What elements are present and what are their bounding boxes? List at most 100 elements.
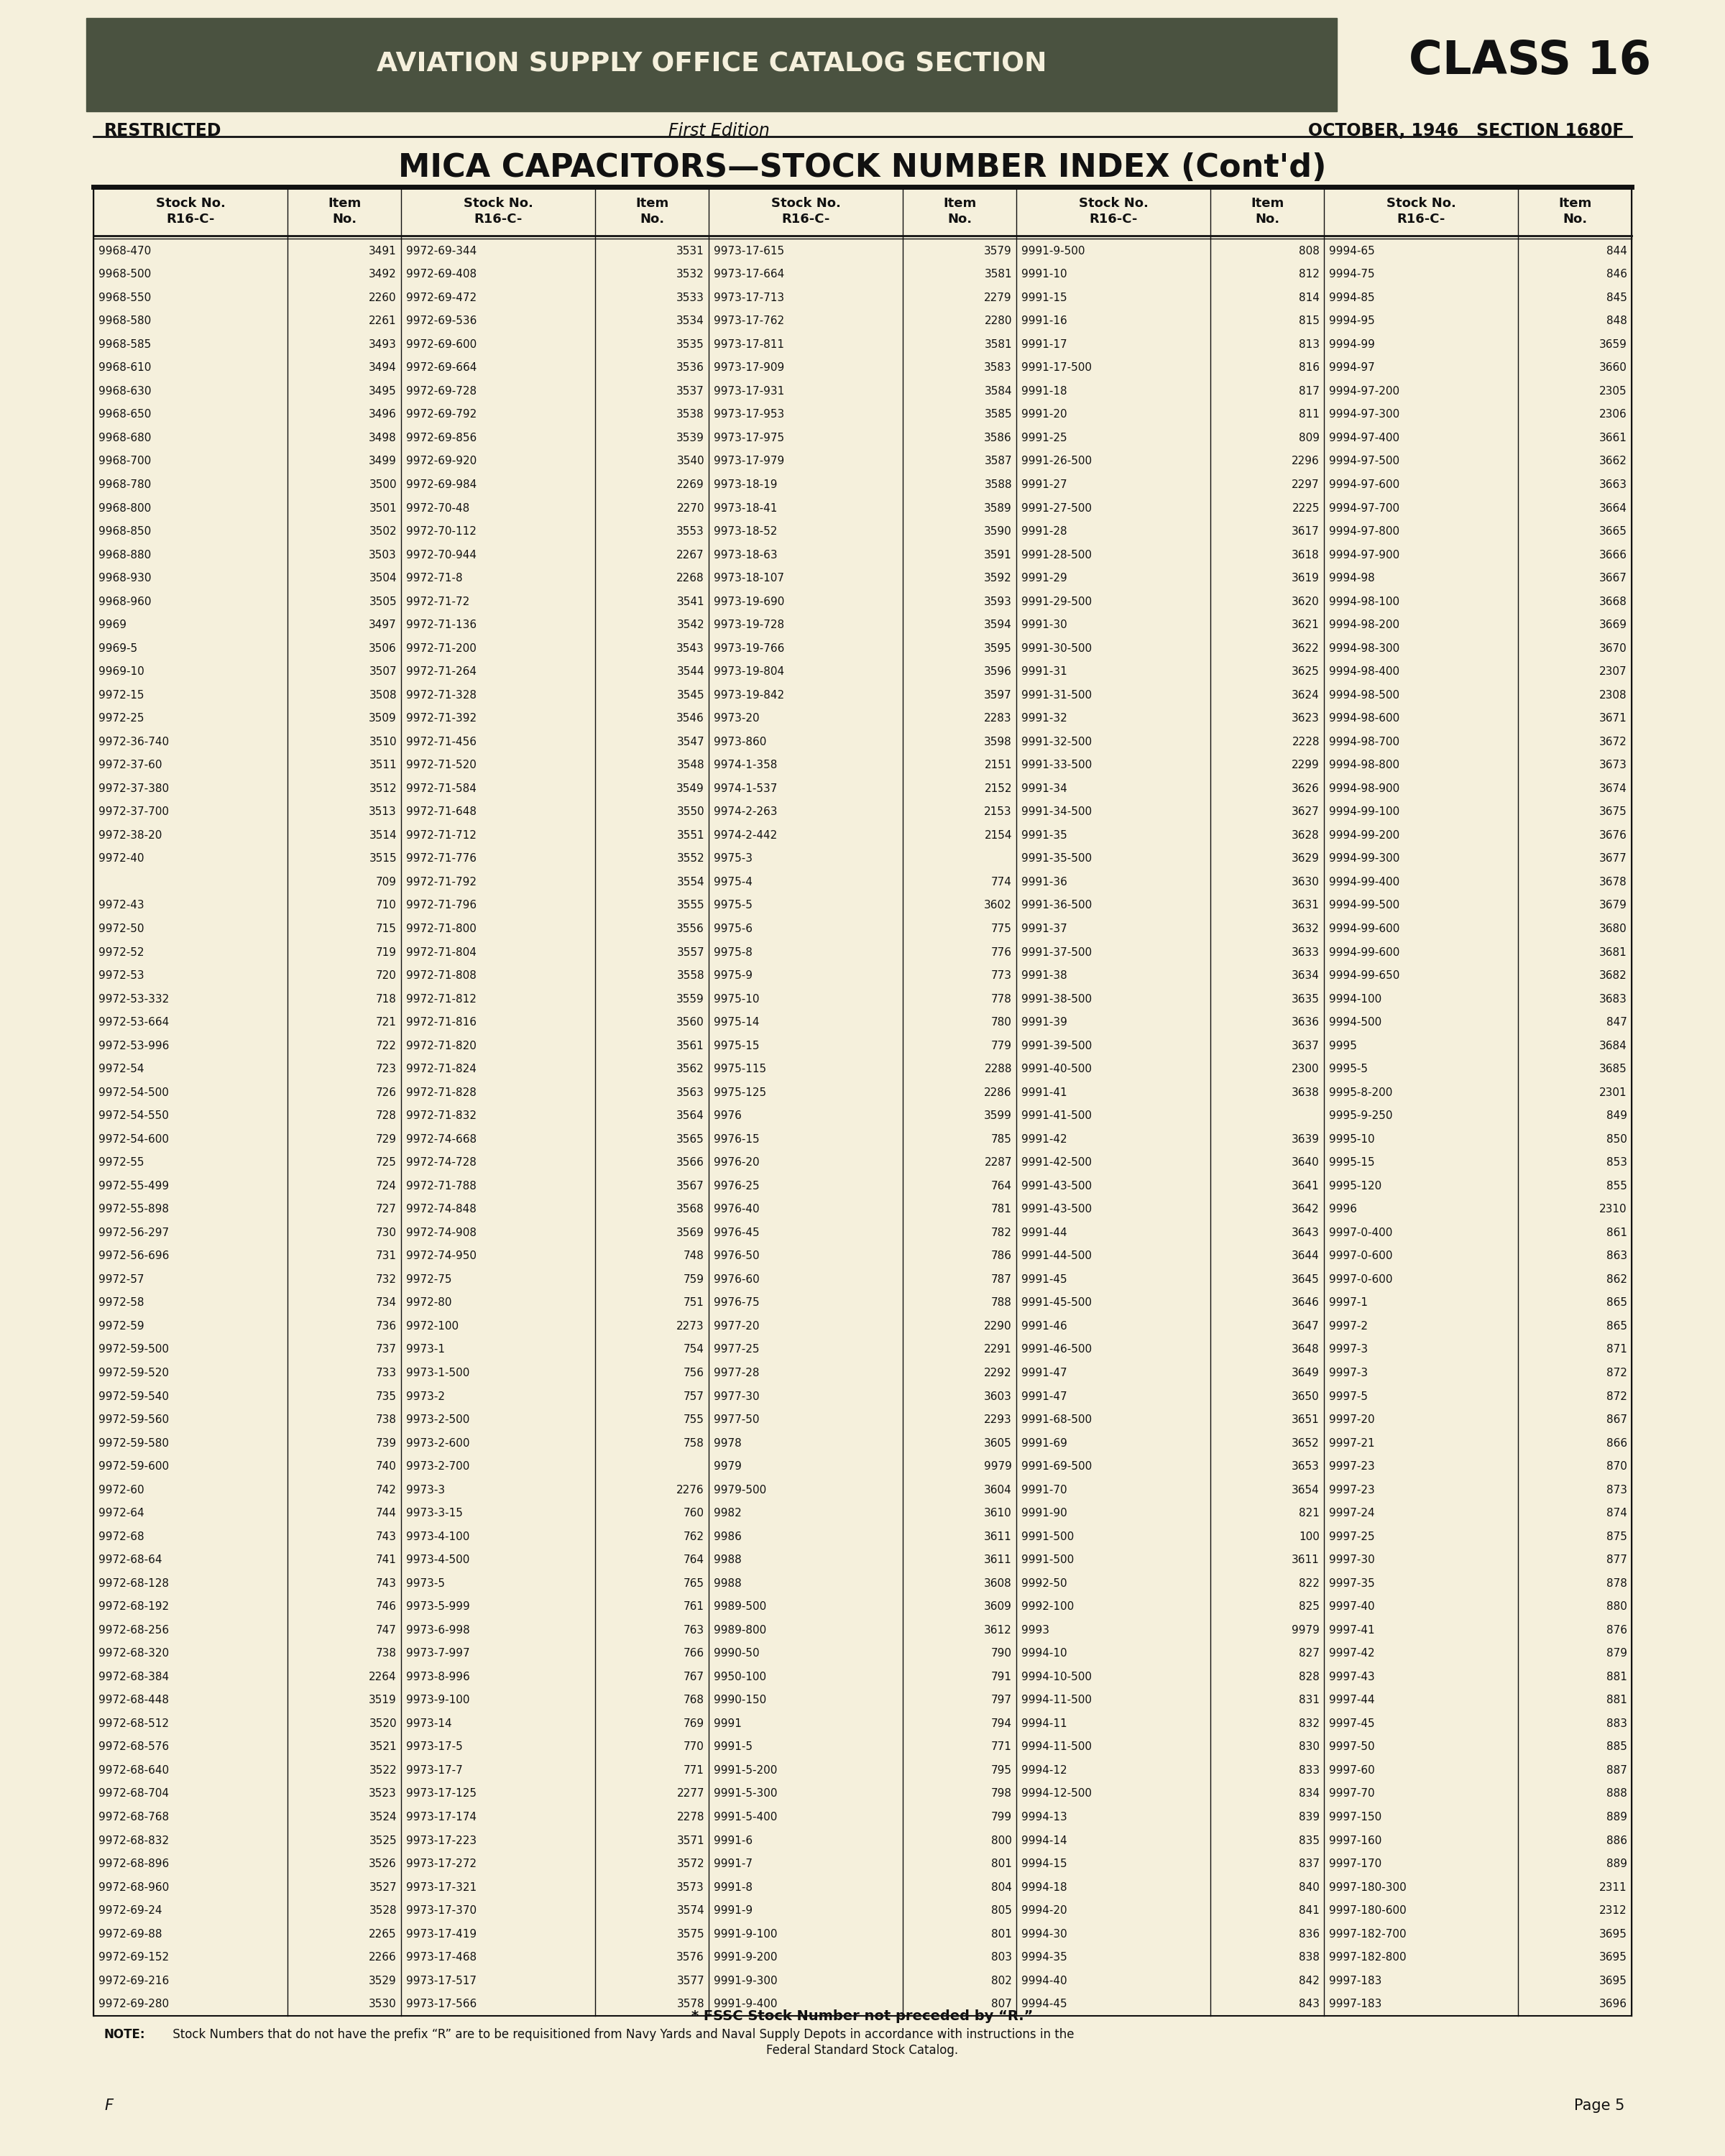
Text: 9968-960: 9968-960 <box>98 597 152 608</box>
Text: 775: 775 <box>992 923 1013 934</box>
Text: 816: 816 <box>1299 362 1320 373</box>
Text: 9991-33-500: 9991-33-500 <box>1021 759 1092 770</box>
Text: 3586: 3586 <box>985 433 1013 444</box>
Text: 9975-125: 9975-125 <box>714 1087 766 1097</box>
Text: 874: 874 <box>1606 1507 1627 1518</box>
Text: 9972-37-60: 9972-37-60 <box>98 759 162 770</box>
Text: 791: 791 <box>992 1671 1013 1682</box>
Text: 9972-50: 9972-50 <box>98 923 145 934</box>
Text: 800: 800 <box>992 1835 1013 1846</box>
Text: 9972-68-832: 9972-68-832 <box>98 1835 169 1846</box>
Text: 9972-68-128: 9972-68-128 <box>98 1578 169 1589</box>
Text: 3626: 3626 <box>1292 783 1320 793</box>
Text: 9991-34: 9991-34 <box>1021 783 1068 793</box>
Text: 3641: 3641 <box>1292 1181 1320 1192</box>
Text: 9972-54: 9972-54 <box>98 1063 145 1074</box>
Text: 9994-18: 9994-18 <box>1021 1882 1068 1893</box>
Text: 9973-17-321: 9973-17-321 <box>405 1882 476 1893</box>
Text: 3632: 3632 <box>1292 923 1320 934</box>
Text: 9994-11-500: 9994-11-500 <box>1021 1742 1092 1753</box>
Text: 9972-55: 9972-55 <box>98 1158 145 1169</box>
Text: 3534: 3534 <box>676 315 704 326</box>
Text: R16-C-: R16-C- <box>166 213 214 226</box>
Text: 3674: 3674 <box>1599 783 1627 793</box>
Text: 9972-71-776: 9972-71-776 <box>405 854 476 865</box>
Text: 740: 740 <box>376 1462 397 1473</box>
Text: 768: 768 <box>683 1695 704 1705</box>
Text: 9991-69-500: 9991-69-500 <box>1021 1462 1092 1473</box>
Text: 3677: 3677 <box>1599 854 1627 865</box>
Text: 3609: 3609 <box>983 1602 1013 1613</box>
Text: 3526: 3526 <box>369 1858 397 1869</box>
Text: 9991-45-500: 9991-45-500 <box>1021 1298 1092 1309</box>
Text: 9972-69-152: 9972-69-152 <box>98 1951 169 1962</box>
Text: 9968-500: 9968-500 <box>98 270 152 280</box>
Text: 872: 872 <box>1606 1367 1627 1378</box>
Text: 754: 754 <box>683 1345 704 1356</box>
Text: 9994-99-600: 9994-99-600 <box>1328 923 1399 934</box>
Text: 778: 778 <box>992 994 1013 1005</box>
Text: Item: Item <box>1251 196 1283 209</box>
Text: 2290: 2290 <box>985 1322 1013 1332</box>
Text: 9972-71-648: 9972-71-648 <box>405 806 476 817</box>
Text: 9994-40: 9994-40 <box>1021 1975 1068 1986</box>
Text: R16-C-: R16-C- <box>1088 213 1137 226</box>
Text: 9973-17-811: 9973-17-811 <box>714 338 785 349</box>
Text: 3505: 3505 <box>369 597 397 608</box>
Text: 795: 795 <box>992 1766 1013 1777</box>
Text: 3644: 3644 <box>1292 1250 1320 1261</box>
Text: 9991-35: 9991-35 <box>1021 830 1068 841</box>
Text: 2270: 2270 <box>676 502 704 513</box>
Text: 9972-59: 9972-59 <box>98 1322 145 1332</box>
Text: 9997-182-700: 9997-182-700 <box>1328 1930 1406 1940</box>
Text: 9972-69-920: 9972-69-920 <box>405 457 476 468</box>
Text: 9991-70: 9991-70 <box>1021 1485 1068 1496</box>
Text: 9972-43: 9972-43 <box>98 901 145 910</box>
Text: 3604: 3604 <box>985 1485 1013 1496</box>
Text: 3695: 3695 <box>1599 1975 1627 1986</box>
Text: 9991-10: 9991-10 <box>1021 270 1068 280</box>
Text: 828: 828 <box>1299 1671 1320 1682</box>
Text: 3491: 3491 <box>369 246 397 257</box>
Text: 3529: 3529 <box>369 1975 397 1986</box>
Text: 9968-700: 9968-700 <box>98 457 152 468</box>
Text: 9997-20: 9997-20 <box>1328 1414 1375 1425</box>
Text: 9972-69-472: 9972-69-472 <box>405 293 476 304</box>
Text: 3603: 3603 <box>983 1391 1013 1401</box>
Text: 9991-9-100: 9991-9-100 <box>714 1930 778 1940</box>
Text: 9991-6: 9991-6 <box>714 1835 752 1846</box>
Text: 9977-25: 9977-25 <box>714 1345 759 1356</box>
Text: No.: No. <box>947 213 971 226</box>
Text: 862: 862 <box>1606 1274 1627 1285</box>
Text: 9972-71-796: 9972-71-796 <box>405 901 476 910</box>
Text: 9972-100: 9972-100 <box>405 1322 459 1332</box>
Text: 3685: 3685 <box>1599 1063 1627 1074</box>
Text: 3566: 3566 <box>676 1158 704 1169</box>
Text: 837: 837 <box>1299 1858 1320 1869</box>
Text: 9991-37: 9991-37 <box>1021 923 1068 934</box>
Text: 2296: 2296 <box>1292 457 1320 468</box>
Text: 3551: 3551 <box>676 830 704 841</box>
Text: 9994-99-300: 9994-99-300 <box>1328 854 1399 865</box>
Text: 770: 770 <box>683 1742 704 1753</box>
Text: 743: 743 <box>376 1531 397 1542</box>
Text: 887: 887 <box>1606 1766 1627 1777</box>
Text: 3500: 3500 <box>369 479 397 489</box>
Text: 3519: 3519 <box>369 1695 397 1705</box>
Text: 9972-71-584: 9972-71-584 <box>405 783 476 793</box>
Text: 9973-20: 9973-20 <box>714 714 759 724</box>
Text: 9991-39: 9991-39 <box>1021 1018 1068 1028</box>
Text: 9994-15: 9994-15 <box>1021 1858 1068 1869</box>
Text: 9997-60: 9997-60 <box>1328 1766 1375 1777</box>
Text: 9994-97-200: 9994-97-200 <box>1328 386 1399 397</box>
Text: 9972-37-380: 9972-37-380 <box>98 783 169 793</box>
Text: 9991-38-500: 9991-38-500 <box>1021 994 1092 1005</box>
Text: 3536: 3536 <box>676 362 704 373</box>
Text: 9991-9-200: 9991-9-200 <box>714 1951 778 1962</box>
Text: 3660: 3660 <box>1599 362 1627 373</box>
Text: 9972-68-576: 9972-68-576 <box>98 1742 169 1753</box>
Text: 889: 889 <box>1606 1858 1627 1869</box>
Text: 9972-68-704: 9972-68-704 <box>98 1789 169 1798</box>
Text: 9978: 9978 <box>714 1438 742 1449</box>
Text: 9991-40-500: 9991-40-500 <box>1021 1063 1092 1074</box>
